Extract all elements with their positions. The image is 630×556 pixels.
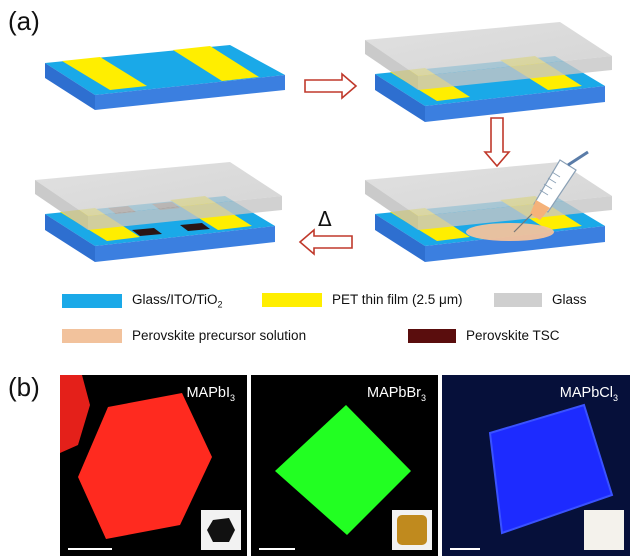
step2-assembly	[365, 22, 612, 122]
scale-bar	[259, 548, 295, 550]
legend-item-precursor: Perovskite precursor solution	[62, 328, 306, 343]
syringe-icon	[513, 150, 589, 233]
photo-label: MAPbI3	[186, 385, 235, 403]
pet-strip	[173, 46, 259, 81]
scale-bar	[450, 548, 480, 550]
legend-label: Perovskite TSC	[466, 328, 560, 343]
photo-mapbbr3: MAPbBr3	[251, 375, 438, 556]
precursor-solution	[466, 223, 554, 241]
photo-label: MAPbBr3	[366, 385, 426, 403]
substrate-swatch	[62, 293, 122, 308]
legend-label: Glass	[552, 292, 587, 307]
pet-swatch	[262, 292, 322, 307]
scale-bar	[68, 548, 112, 550]
delta-symbol: Δ	[318, 207, 332, 231]
panel-b-label: (b)	[8, 372, 40, 402]
photo-mapbi3: MAPbI3	[60, 375, 247, 556]
legend-item-pet: PET thin film (2.5 μm)	[262, 292, 463, 307]
photo-label: MAPbCl3	[559, 385, 618, 403]
step4-crystal-growth	[35, 162, 282, 262]
arrow-left-icon	[298, 228, 353, 256]
arrow-down-icon	[483, 117, 511, 168]
fabrication-schematic: Δ	[35, 22, 612, 262]
red-crystal-image	[60, 375, 212, 539]
legend-item-tsc: Perovskite TSC	[408, 328, 560, 343]
legend-item-glass: Glass	[494, 292, 587, 307]
precursor-swatch	[62, 328, 122, 343]
photo-mapbcl3: MAPbCl3	[442, 375, 630, 556]
pet-strip	[62, 57, 147, 90]
tsc-swatch	[408, 328, 456, 343]
step1-substrate	[45, 45, 285, 110]
legend-label: Perovskite precursor solution	[132, 328, 307, 343]
panel-a-label: (a)	[8, 6, 40, 36]
glass-cover	[365, 22, 612, 76]
legend-label: Glass/ITO/TiO2	[132, 292, 223, 310]
green-crystal-image	[275, 405, 411, 535]
glass-swatch	[494, 292, 542, 307]
glass-cover	[35, 162, 282, 216]
legend-label: PET thin film (2.5 μm)	[332, 292, 463, 307]
inset-photo	[584, 510, 624, 550]
crystal	[180, 223, 210, 231]
inset-photo	[201, 510, 241, 550]
legend-item-substrate: Glass/ITO/TiO2	[62, 292, 223, 310]
inset-photo	[392, 510, 432, 550]
blue-crystal-image	[488, 403, 614, 535]
step3-injection	[365, 150, 612, 262]
arrow-right-icon	[304, 72, 358, 100]
crystal	[132, 228, 162, 236]
